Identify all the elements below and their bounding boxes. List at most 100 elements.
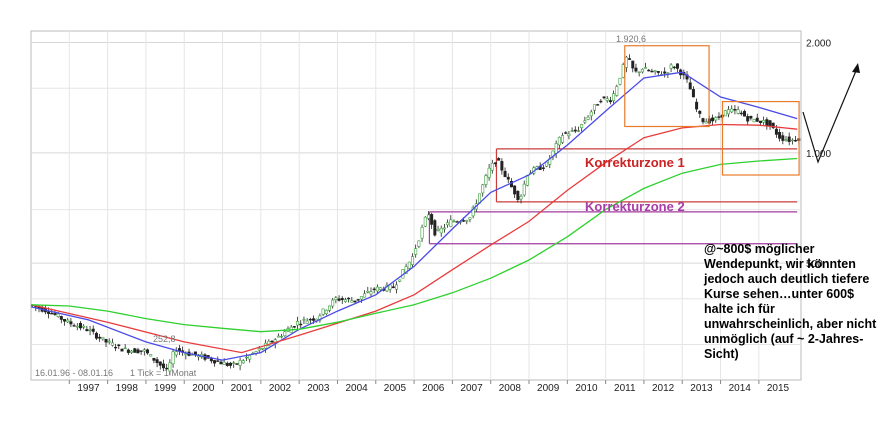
candle-body-148	[503, 170, 507, 177]
candle-body-208	[695, 101, 699, 110]
candle-body-44	[171, 351, 175, 365]
candle-body-119	[410, 256, 414, 265]
candle-body-33	[136, 349, 140, 354]
highlight-box2	[721, 100, 800, 176]
candle-body-127	[436, 229, 440, 231]
candle-body-93	[327, 305, 331, 311]
candle-body-173	[583, 120, 587, 123]
candle-body-220	[733, 109, 737, 111]
candle-body-95	[334, 297, 338, 300]
candle-body-57	[213, 360, 217, 364]
candle-body-45	[174, 351, 178, 356]
candle-body-99	[347, 297, 351, 300]
candle-body-129	[442, 227, 446, 230]
candle-body-21	[98, 336, 102, 339]
candle-body-88	[312, 318, 316, 321]
candle-body-102	[356, 299, 360, 301]
candle-body-165	[557, 137, 561, 146]
candle-body-118	[407, 261, 411, 269]
candle-body-201	[672, 66, 676, 69]
candle-body-147	[500, 161, 504, 171]
x-tick-label-8: 2005	[384, 383, 407, 394]
candle-body-222	[739, 112, 743, 115]
candle-body-97	[340, 298, 344, 301]
candle-body-98	[343, 299, 347, 302]
candle-body-188	[631, 60, 635, 69]
candle-body-79	[283, 331, 287, 337]
candle-body-56	[209, 358, 213, 362]
candle-body-65	[238, 360, 242, 366]
x-tick-label-0: 1997	[77, 383, 100, 394]
candle-body-16	[82, 325, 86, 328]
candle-body-160	[541, 167, 545, 169]
interval-note: 1 Tick = 1 Monat	[130, 368, 197, 378]
candle-body-153	[519, 196, 523, 200]
candle-body-164	[554, 143, 558, 154]
x-tick-label-18: 2015	[767, 383, 790, 394]
candle-body-167	[564, 132, 568, 134]
candle-body-219	[730, 108, 734, 113]
candle-body-14	[75, 325, 79, 328]
candle-body-123	[423, 216, 427, 227]
candle-body-126	[433, 220, 437, 236]
candle-body-172	[580, 124, 584, 129]
plot-area	[30, 30, 802, 381]
candle-body-170	[573, 129, 577, 132]
candle-body-37	[149, 354, 153, 357]
candle-body-35	[142, 349, 146, 352]
candle-body-31	[130, 350, 134, 353]
candle-body-18	[88, 329, 92, 332]
candle-body-137	[468, 217, 472, 220]
candle-body-191	[640, 68, 644, 73]
candle-body-84	[299, 323, 303, 326]
candle-body-66	[241, 360, 245, 364]
candle-body-42	[165, 367, 169, 370]
candle-body-177	[596, 104, 600, 106]
candle-body-22	[101, 336, 105, 340]
candle-body-28	[120, 348, 124, 352]
candle-body-187	[628, 58, 632, 60]
candle-body-92	[324, 309, 328, 315]
candle-body-75	[270, 340, 274, 343]
candle-body-217	[723, 110, 727, 117]
candle-body-114	[395, 284, 399, 290]
candle-body-64	[235, 363, 239, 365]
candle-body-108	[375, 286, 379, 292]
x-tick-label-2: 1999	[154, 383, 177, 394]
candle-body-29	[123, 347, 127, 350]
candle-body-225	[749, 115, 753, 119]
candle-body-105	[366, 290, 370, 293]
candle-body-154	[522, 183, 526, 196]
candle-body-195	[653, 70, 657, 72]
candle-body-67	[244, 356, 248, 359]
analysis-comment: @~800$ möglicher Wendepunkt, wir könnten…	[704, 242, 877, 361]
candle-body-199	[666, 72, 670, 74]
candle-body-235	[781, 135, 785, 141]
candle-body-232	[771, 122, 775, 129]
x-tick-label-13: 2010	[575, 383, 598, 394]
candle-body-146	[497, 158, 501, 161]
x-tick-label-6: 2003	[307, 383, 330, 394]
x-tick-label-1: 1998	[116, 383, 139, 394]
candle-body-171	[576, 130, 580, 132]
correction-zones	[428, 148, 798, 245]
x-tick-label-4: 2001	[231, 383, 254, 394]
candle-body-103	[359, 296, 363, 300]
candle-body-15	[78, 322, 82, 329]
candle-body-218	[727, 109, 731, 115]
y-tick-label-1: 1.000	[806, 149, 831, 160]
candle-body-72	[260, 348, 264, 350]
candle-body-107	[372, 288, 376, 291]
candle-body-186	[624, 56, 628, 68]
moving-average-line-0	[30, 71, 798, 361]
candle-body-60	[222, 361, 226, 365]
candle-body-135	[462, 220, 466, 222]
candle-body-176	[592, 104, 596, 111]
candle-body-77	[276, 335, 280, 338]
forecast-arrowhead	[852, 63, 860, 73]
candle-body-112	[388, 284, 392, 290]
candle-body-211	[704, 121, 708, 124]
candle-body-183	[615, 86, 619, 96]
candle-body-234	[778, 132, 782, 139]
